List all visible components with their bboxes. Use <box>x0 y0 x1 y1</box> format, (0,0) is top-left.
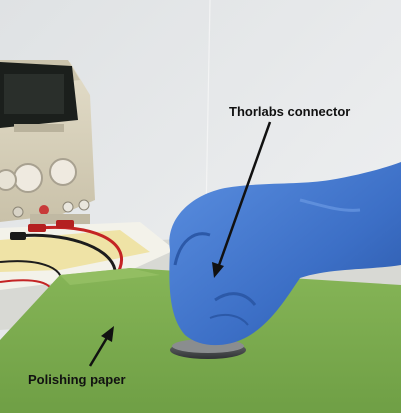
power-supply-knob <box>49 158 77 186</box>
optical-fiber <box>205 0 211 216</box>
polishing-paper-label: Polishing paper <box>28 372 126 387</box>
gloved-hand <box>169 162 401 346</box>
power-supply <box>0 60 95 224</box>
arrow-to-connector <box>212 121 272 278</box>
power-supply-knob <box>13 163 43 193</box>
arrow-to-paper <box>88 326 114 367</box>
connector-label: Thorlabs connector <box>229 104 351 119</box>
